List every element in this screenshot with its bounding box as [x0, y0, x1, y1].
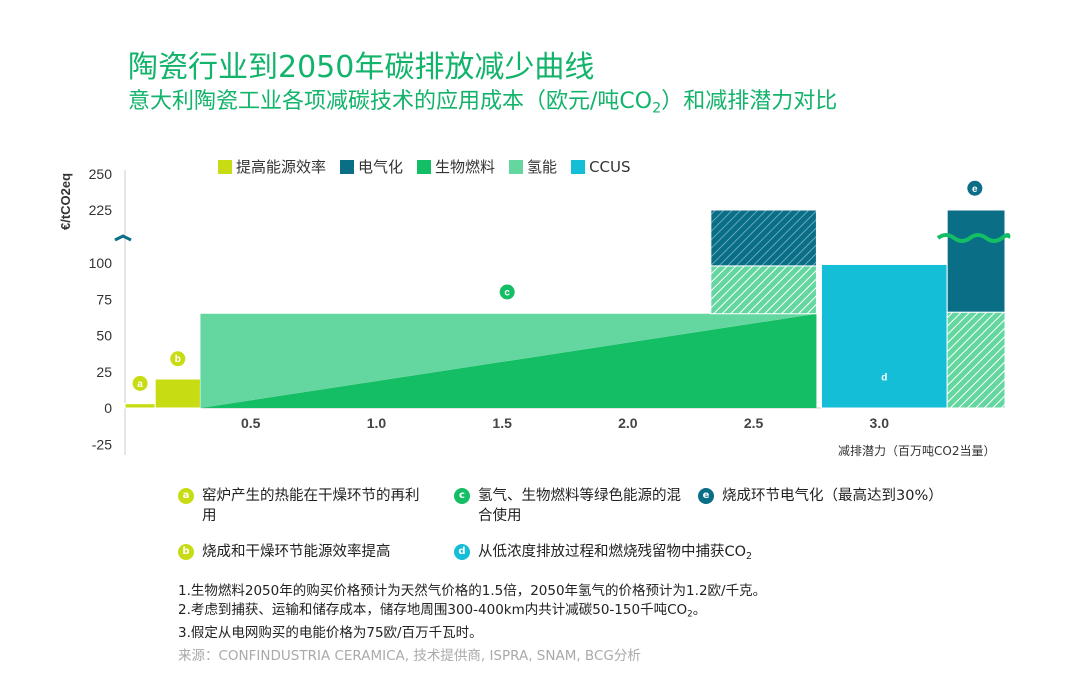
legend-swatch — [571, 159, 586, 174]
legend-swatch — [340, 159, 355, 174]
legend-swatch — [417, 159, 432, 174]
badge-e-icon: e — [698, 488, 714, 504]
x-tick-label: 1.5 — [492, 415, 512, 431]
footnote-3: 3.假定从电网购买的电能价格为75欧/百万千瓦时。 — [178, 624, 483, 641]
x-tick-label: 2.5 — [744, 415, 764, 431]
note-a: a 窑炉产生的热能在干燥环节的再利用 — [178, 486, 428, 526]
footnote-2: 2.考虑到捕获、运输和储存成本，储存地周围300-400km内共计减碳50-15… — [178, 601, 707, 620]
note-e: e 烧成环节电气化（最高达到30%） — [698, 486, 998, 506]
bar-break-mark — [936, 233, 1011, 243]
y-tick-label: 50 — [96, 328, 112, 344]
legend-item-electrification: 电气化 — [340, 156, 403, 177]
note-c: c 氢气、生物燃料等绿色能源的混合使用 — [454, 486, 694, 526]
x-tick-label: 0.5 — [241, 415, 261, 431]
marker-d-label: d — [881, 372, 887, 383]
page-title: 陶瓷行业到2050年碳排放减少曲线 — [128, 50, 595, 85]
marker-b-label: b — [175, 354, 181, 365]
marker-a-icon — [132, 375, 148, 391]
y-tick-label: 25 — [96, 364, 112, 380]
y-tick-label: 0 — [104, 400, 112, 416]
legend-item-hydrogen: 氢能 — [509, 156, 557, 177]
x-tick-label: 1.0 — [367, 415, 387, 431]
bar-c-electric-hatched — [710, 209, 817, 267]
y-tick-label: -25 — [92, 436, 112, 452]
legend-swatch — [509, 159, 524, 174]
x-tick-label: 3.0 — [870, 415, 890, 431]
marker-d-icon — [876, 369, 892, 385]
y-tick-label: 225 — [89, 202, 113, 218]
badge-c-icon: c — [454, 488, 470, 504]
legend-item-biofuel: 生物燃料 — [417, 156, 495, 177]
badge-d-icon: d — [454, 544, 470, 560]
marker-b-icon — [170, 351, 186, 367]
bar-a — [124, 403, 156, 409]
y-tick-label: 100 — [89, 255, 113, 271]
y-tick-label: 75 — [96, 291, 112, 307]
source-credit: 来源：CONFINDUSTRIA CERAMICA, 技术提供商, ISPRA,… — [178, 648, 641, 664]
legend-item-ccus: CCUS — [571, 156, 631, 177]
badge-b-icon: b — [178, 544, 194, 560]
x-tick-label: 2.0 — [618, 415, 638, 431]
bar-e-hydrogen-hatched — [946, 311, 1006, 409]
y-tick-label: 250 — [89, 166, 113, 182]
page-subtitle: 意大利陶瓷工业各项减碳技术的应用成本（欧元/吨CO2）和减排潜力对比 — [128, 89, 838, 117]
footnote-1: 1.生物燃料2050年的购买价格预计为天然气价格的1.5倍，2050年氢气的价格… — [178, 583, 767, 599]
legend-item-efficiency: 提高能源效率 — [218, 156, 326, 177]
x-axis-label: 减排潜力（百万吨CO2当量） — [838, 444, 996, 458]
bar-b — [154, 378, 201, 409]
axis-break-mark — [114, 234, 132, 242]
marker-e-icon — [967, 180, 983, 196]
y-axis-label: €/tCO2eq — [58, 173, 73, 230]
note-b: b 烧成和干燥环节能源效率提高 — [178, 542, 438, 562]
bar-c-hydrogen — [200, 313, 817, 408]
marker-a-label: a — [137, 379, 143, 390]
legend-swatch — [218, 159, 232, 174]
bar-e-electric — [946, 209, 1006, 313]
bar-d — [820, 263, 948, 409]
footnotes: 1.生物燃料2050年的购买价格预计为天然气价格的1.5倍，2050年氢气的价格… — [178, 582, 766, 642]
marker-e-label: e — [972, 184, 978, 195]
chart-legend: 提高能源效率 电气化 生物燃料 氢能 CCUS — [218, 156, 631, 177]
marker-c-label: c — [504, 288, 510, 299]
badge-a-icon: a — [178, 488, 194, 504]
note-d: d 从低浓度排放过程和燃烧残留物中捕获CO2 — [454, 542, 794, 567]
bar-c-hydrogen-hatched — [710, 265, 817, 315]
marker-c-icon — [499, 284, 515, 300]
